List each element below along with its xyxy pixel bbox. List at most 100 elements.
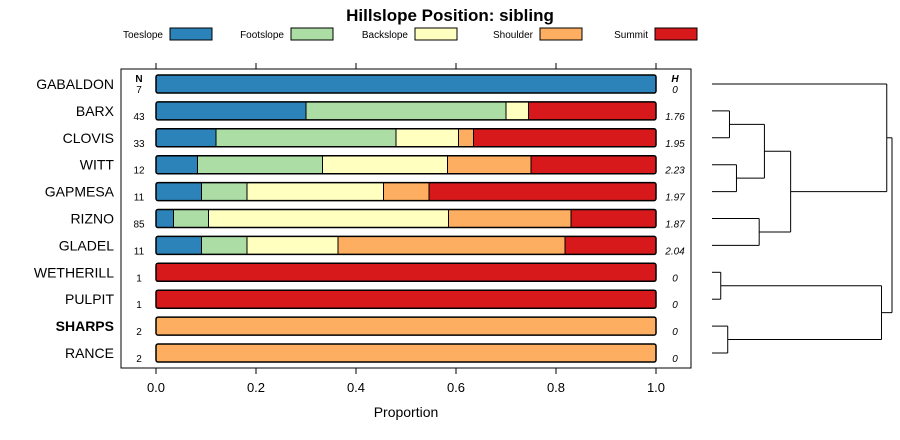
row-label-witt: WITT <box>80 157 115 173</box>
bar-segment-witt-toeslope <box>156 155 198 174</box>
legend-swatch-shoulder <box>539 27 583 41</box>
bar-outline-witt <box>155 154 657 175</box>
bar-segment-rizno-shoulder <box>448 209 571 228</box>
row-label-gapmesa: GAPMESA <box>45 184 115 200</box>
bar-segment-witt-shoulder <box>447 155 531 174</box>
bar-outline-rance <box>155 343 657 363</box>
n-value-sharps: 2 <box>136 327 142 338</box>
bar-segment-wetherill-summit <box>156 263 656 282</box>
x-axis-title: Proportion <box>374 404 439 420</box>
h-value-wetherill: 0 <box>672 273 678 284</box>
n-value-gabaldon: 7 <box>136 85 142 96</box>
legend-label-footslope: Footslope <box>240 30 284 41</box>
h-value-sharps: 0 <box>672 327 678 338</box>
bar-outline-pulpit <box>155 289 657 309</box>
n-header: N <box>135 74 142 85</box>
bar-segment-gladel-backslope <box>247 236 338 255</box>
dendrogram <box>712 83 893 354</box>
row-label-sharps: SHARPS <box>56 318 114 334</box>
bar-segment-gladel-summit <box>565 236 656 255</box>
bar-segment-clovis-shoulder <box>458 128 474 147</box>
bar-segment-barx-toeslope <box>156 101 306 120</box>
legend-label-summit: Summit <box>614 30 648 41</box>
bar-segment-pulpit-summit <box>156 290 656 309</box>
x-tick-label: 0.6 <box>447 380 465 395</box>
bar-outline-barx <box>155 101 657 121</box>
x-tick-label: 0.2 <box>247 380 265 395</box>
bar-segment-clovis-footslope <box>216 128 396 147</box>
bar-outline-clovis <box>155 128 657 148</box>
bar-segment-clovis-toeslope <box>156 128 216 147</box>
bar-segment-gladel-shoulder <box>338 236 565 255</box>
bar-outline-sharps <box>155 316 657 336</box>
bar-segment-gapmesa-footslope <box>201 182 247 201</box>
n-value-barx: 43 <box>133 112 145 123</box>
h-header: H <box>671 74 679 85</box>
bar-segment-witt-footslope <box>197 155 323 174</box>
bar-segment-gabaldon-toeslope <box>156 75 656 93</box>
bar-outline-gabaldon <box>155 74 657 94</box>
row-label-clovis: CLOVIS <box>63 130 114 146</box>
bar-segment-clovis-summit <box>473 128 656 147</box>
legend-swatch-backslope <box>414 27 458 41</box>
bar-segment-gapmesa-summit <box>429 182 656 201</box>
n-value-rizno: 85 <box>133 220 145 231</box>
h-value-gapmesa: 1.97 <box>665 193 685 204</box>
x-tick-label: 0.4 <box>347 380 365 395</box>
bar-segment-rance-shoulder <box>156 344 656 362</box>
n-value-clovis: 33 <box>133 139 145 150</box>
bar-segment-rizno-summit <box>571 209 656 228</box>
bar-segment-gladel-toeslope <box>156 236 202 255</box>
x-tick-label: 1.0 <box>647 380 665 395</box>
n-value-wetherill: 1 <box>136 273 142 284</box>
row-label-gabaldon: GABALDON <box>36 76 114 92</box>
row-label-pulpit: PULPIT <box>65 291 114 307</box>
legend-label-shoulder: Shoulder <box>493 30 534 41</box>
bar-segment-rizno-footslope <box>173 209 209 228</box>
n-value-pulpit: 1 <box>136 300 142 311</box>
legend-swatch-summit <box>654 27 698 41</box>
row-label-wetherill: WETHERILL <box>34 264 114 280</box>
h-value-gabaldon: 0 <box>672 85 678 96</box>
n-value-gapmesa: 11 <box>134 193 145 204</box>
legend: Toeslope Footslope Backslope Shoulder Summit <box>123 27 698 41</box>
bar-segment-gapmesa-backslope <box>247 182 384 201</box>
chart-title: Hillslope Position: sibling <box>346 6 554 25</box>
h-value-clovis: 1.95 <box>665 139 685 150</box>
legend-swatch-footslope <box>290 27 334 41</box>
n-value-gladel: 11 <box>134 246 145 257</box>
h-value-gladel: 2.04 <box>664 246 685 257</box>
x-axis: 0.0 0.2 0.4 0.6 0.8 1.0 <box>147 63 665 395</box>
h-value-rance: 0 <box>672 354 678 365</box>
n-value-rance: 2 <box>136 354 142 365</box>
bar-segment-gapmesa-shoulder <box>383 182 429 201</box>
row-label-gladel: GLADEL <box>59 237 114 253</box>
legend-swatch-toeslope <box>169 27 213 41</box>
bar-segment-barx-footslope <box>306 101 506 120</box>
bar-outline-rizno <box>155 208 657 229</box>
bar-segment-witt-summit <box>531 155 656 174</box>
x-tick-label: 0.0 <box>147 380 165 395</box>
bar-segment-rizno-toeslope <box>156 209 174 228</box>
row-label-rizno: RIZNO <box>70 211 114 227</box>
plot-frame <box>120 68 692 369</box>
bar-outline-gladel <box>155 235 657 256</box>
h-value-barx: 1.76 <box>665 112 685 123</box>
legend-label-backslope: Backslope <box>362 30 409 41</box>
bar-segment-barx-summit <box>528 101 656 120</box>
row-label-barx: BARX <box>76 103 115 119</box>
bar-segment-sharps-shoulder <box>156 317 656 336</box>
n-value-witt: 12 <box>133 166 145 177</box>
h-value-rizno: 1.87 <box>665 220 685 231</box>
bar-segment-barx-backslope <box>506 101 529 120</box>
h-value-witt: 2.23 <box>664 166 685 177</box>
row-label-rance: RANCE <box>65 345 114 361</box>
bar-segment-gladel-footslope <box>201 236 247 255</box>
x-tick-label: 0.8 <box>547 380 565 395</box>
bar-outline-gapmesa <box>155 181 657 202</box>
legend-label-toeslope: Toeslope <box>123 30 163 41</box>
bar-segment-rizno-backslope <box>208 209 449 228</box>
bar-segment-gapmesa-toeslope <box>156 182 202 201</box>
